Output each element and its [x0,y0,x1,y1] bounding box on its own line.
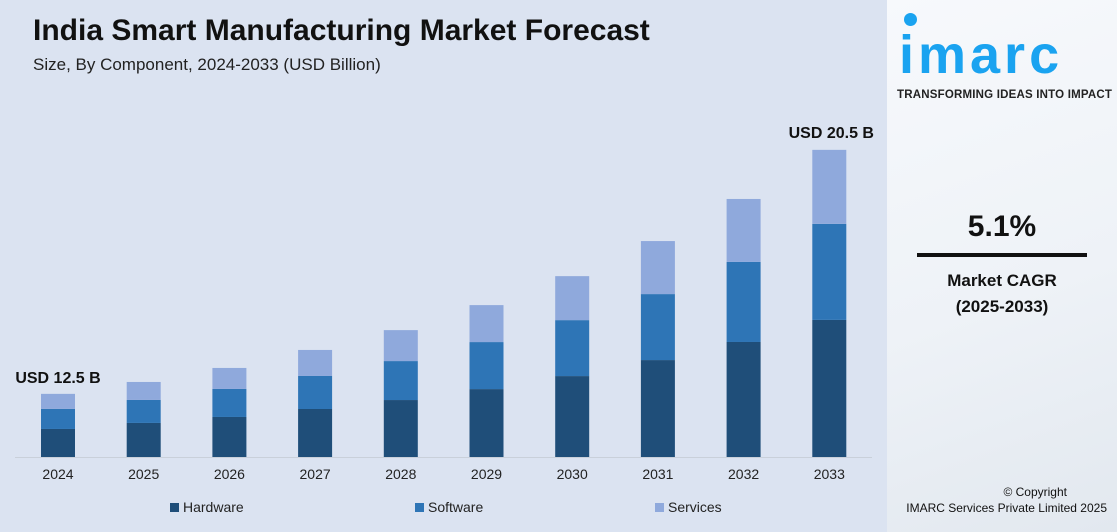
x-tick-label: 2033 [814,466,845,482]
bar-software-2032 [726,261,761,342]
bar-software-2024 [41,408,75,429]
data-label-total: USD 20.5 B [789,125,874,142]
bar-services-2030 [555,276,590,321]
x-tick-label: 2024 [42,466,73,482]
bar-software-2025 [126,399,161,423]
bar-services-2024 [41,393,75,409]
bar-hardware-2032 [726,341,761,457]
x-tick-label: 2027 [300,466,331,482]
bar-hardware-2033 [812,319,847,457]
bar-software-2033 [812,223,847,320]
bar-services-2025 [126,381,161,400]
bar-services-2032 [726,198,761,262]
bar-hardware-2030 [555,376,590,457]
x-tick-label: 2026 [214,466,245,482]
x-tick-label: 2032 [728,466,759,482]
legend-label-software: Software [428,499,483,515]
info-panel [887,0,1117,532]
bar-services-2033 [812,149,847,224]
legend-label-hardware: Hardware [183,499,244,515]
x-tick-label: 2031 [642,466,673,482]
bar-software-2030 [555,320,590,377]
legend-swatch-services [655,503,664,512]
legend-swatch-hardware [170,503,179,512]
brand-tagline: TRANSFORMING IDEAS INTO IMPACT [897,89,1113,101]
cagr-value: 5.1% [967,210,1037,243]
chart-subtitle: Size, By Component, 2024-2033 (USD Billi… [33,55,381,74]
imarc-logo: imarc [897,8,1112,84]
copyright: © Copyright IMARC Services Private Limit… [887,484,1107,516]
bar-software-2028 [383,361,418,401]
data-label-total: USD 12.5 B [15,370,100,387]
x-tick-label: 2028 [385,466,416,482]
bar-services-2029 [469,305,504,343]
cagr-label: Market CAGR [947,271,1057,290]
x-tick-label: 2025 [128,466,159,482]
legend-label-services: Services [668,499,722,515]
legend-swatch-software [415,503,424,512]
bar-hardware-2025 [126,422,161,457]
bar-software-2031 [640,294,675,361]
chart-title: India Smart Manufacturing Market Forecas… [33,14,650,47]
bar-hardware-2029 [469,389,504,457]
stacked-bar-chart: 2024 USD 12.5 B 2025 2026 2027 2028 2029 2030 20… [15,125,874,515]
bar-software-2029 [469,342,504,390]
bar-services-2031 [640,241,675,295]
bar-hardware-2027 [298,409,333,457]
bar-hardware-2031 [640,360,675,457]
x-tick-label: 2030 [557,466,588,482]
bar-services-2026 [212,367,247,389]
logo-dot [904,13,917,26]
bar-services-2027 [298,349,333,376]
copyright-line1: © Copyright [1003,485,1067,499]
bar-software-2026 [212,388,247,417]
cagr-divider [917,253,1087,257]
cagr-label-block: Market CAGR (2025-2033) [887,268,1117,320]
cagr-period: (2025-2033) [955,297,1049,316]
bar-hardware-2024 [41,428,75,457]
copyright-line2: IMARC Services Private Limited 2025 [906,501,1107,515]
x-tick-label: 2029 [471,466,502,482]
bar-software-2027 [298,375,333,410]
bar-hardware-2028 [383,400,418,457]
logo-wordmark: imarc [899,25,1064,85]
bar-services-2028 [383,330,418,362]
bar-hardware-2026 [212,416,247,457]
